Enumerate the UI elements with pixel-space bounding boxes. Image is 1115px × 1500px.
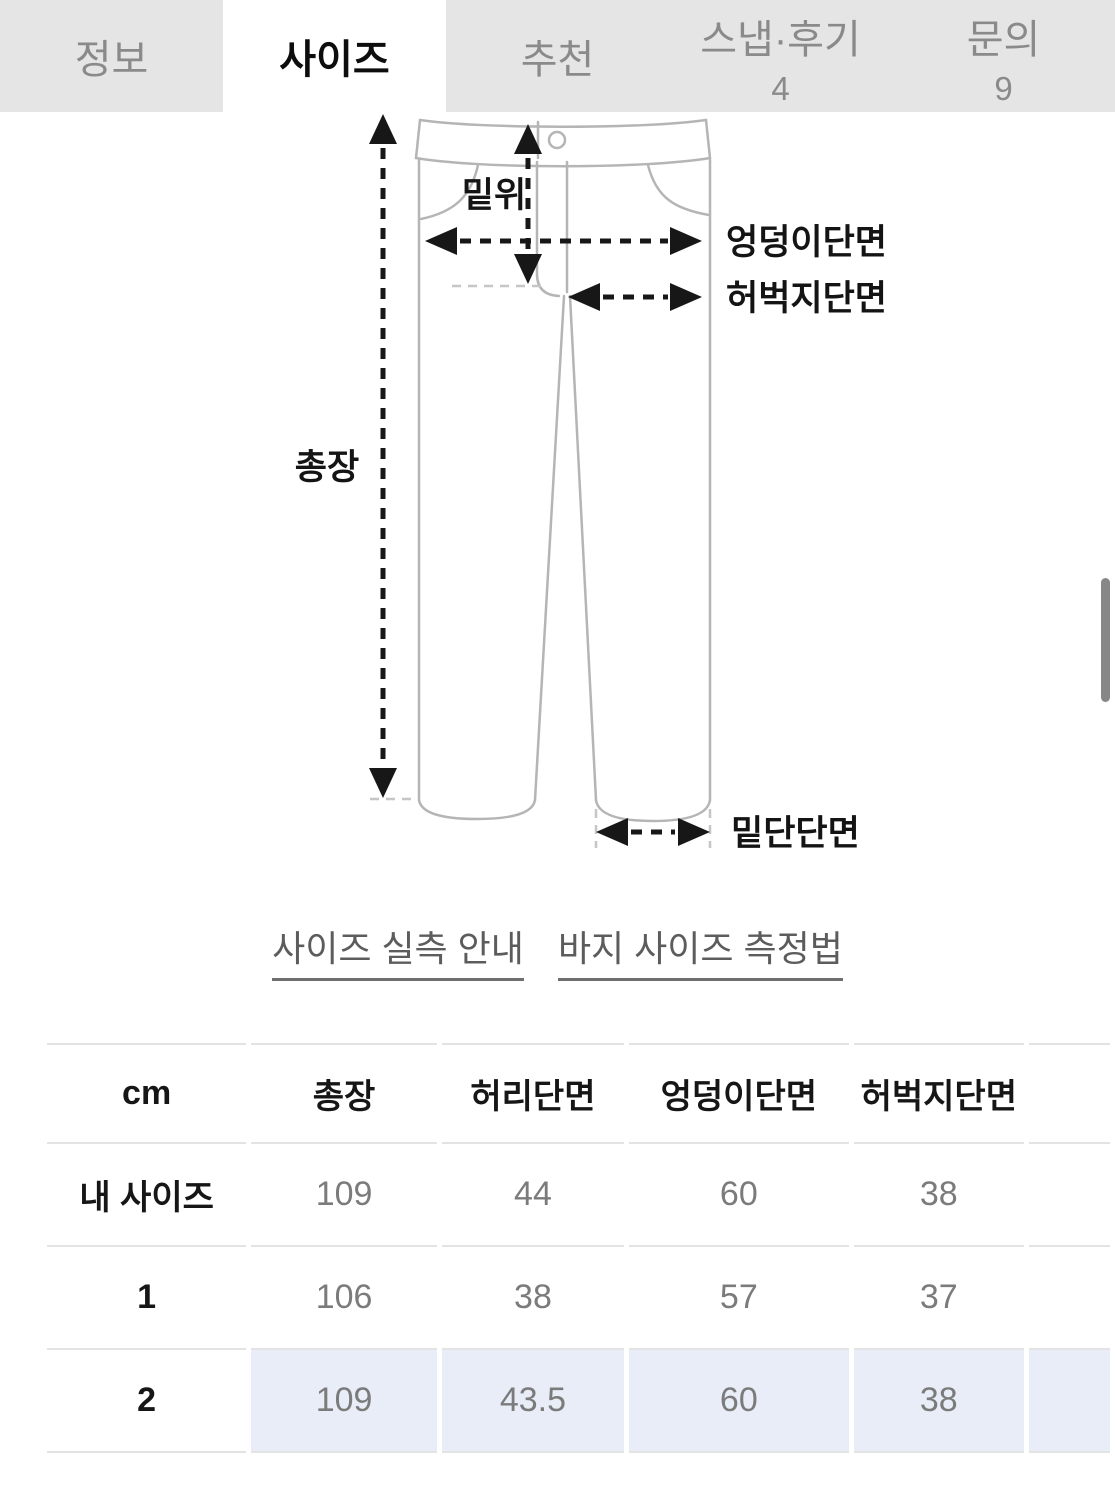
rise-label: 밑위	[462, 176, 526, 215]
col-header-total-length: 총장	[251, 1043, 437, 1142]
col-header-waist-width: 허리단면	[441, 1043, 624, 1142]
table-cell-clipped	[1028, 1142, 1110, 1245]
table-cell: 109	[251, 1142, 437, 1245]
table-cell: 106	[251, 1245, 437, 1348]
rise-arrow	[514, 124, 542, 284]
dashed-guides	[370, 284, 712, 848]
pants-measure-method-link[interactable]: 바지 사이즈 측정법	[557, 920, 843, 981]
table-cell: 38	[441, 1245, 624, 1348]
table-cell: 38	[853, 1142, 1024, 1245]
table-row-size-2-selected: 2 109 43.5 60 38	[47, 1348, 1110, 1453]
tab-label: 사이즈	[279, 38, 390, 82]
row-label: 내 사이즈	[47, 1142, 247, 1245]
table-header-row: cm 총장 허리단면 엉덩이단면 허벅지단면	[47, 1043, 1110, 1142]
row-label: 2	[47, 1348, 247, 1453]
tab-label: 정보	[74, 38, 149, 82]
tab-count-badge: 4	[771, 70, 790, 107]
total-length-label: 총장	[295, 448, 359, 487]
tab-label: 추천	[520, 38, 595, 82]
tab-recommend[interactable]: 추천	[446, 0, 669, 112]
col-header-thigh-width: 허벅지단면	[853, 1043, 1024, 1142]
col-header-hip-width: 엉덩이단면	[629, 1043, 849, 1142]
table-cell: 57	[629, 1245, 849, 1348]
thigh-width-label: 허벅지단면	[726, 279, 887, 318]
row-label: 1	[47, 1245, 247, 1348]
table-cell: 60	[629, 1142, 849, 1245]
hem-width-arrow	[596, 818, 710, 846]
pants-measurement-diagram: 밑위 총장 엉덩이단면 허벅지단면 밑단단면	[295, 114, 887, 853]
thigh-width-arrow	[568, 283, 702, 311]
size-table: cm 총장 허리단면 엉덩이단면 허벅지단면 내 사이즈 109 44 60 3…	[42, 1043, 1115, 1453]
tab-count-badge: 9	[994, 70, 1013, 107]
size-measure-guide-link[interactable]: 사이즈 실측 안내	[272, 920, 524, 981]
tab-snap-reviews[interactable]: 스냅·후기 4	[669, 0, 892, 112]
tab-label: 문의	[966, 18, 1041, 62]
table-cell-clipped	[1028, 1348, 1110, 1453]
hip-width-label: 엉덩이단면	[726, 223, 887, 262]
table-cell: 60	[629, 1348, 849, 1453]
table-row-my-size: 내 사이즈 109 44 60 38	[47, 1142, 1110, 1245]
size-table-wrap: cm 총장 허리단면 엉덩이단면 허벅지단면 내 사이즈 109 44 60 3…	[0, 1043, 1115, 1453]
tab-size[interactable]: 사이즈	[223, 0, 446, 112]
table-cell: 43.5	[441, 1348, 624, 1453]
hip-width-arrow	[425, 227, 702, 255]
tab-label: 스냅·후기	[700, 18, 861, 62]
table-row-size-1: 1 106 38 57 37	[47, 1245, 1110, 1348]
table-cell: 44	[441, 1142, 624, 1245]
table-cell-clipped	[1028, 1245, 1110, 1348]
tab-bar: 정보 사이즈 추천 스냅·후기 4 문의 9	[0, 0, 1115, 112]
hem-width-label: 밑단단면	[731, 814, 860, 853]
tab-inquiry[interactable]: 문의 9	[892, 0, 1115, 112]
table-cell: 38	[853, 1348, 1024, 1453]
col-header-clipped	[1028, 1043, 1110, 1142]
table-cell: 37	[853, 1245, 1024, 1348]
pants-outline-drawing	[414, 118, 712, 823]
tab-info[interactable]: 정보	[0, 0, 223, 112]
scrollbar-thumb[interactable]	[1101, 578, 1110, 702]
total-length-arrow	[369, 114, 397, 798]
table-cell: 109	[251, 1348, 437, 1453]
size-guide-links: 사이즈 실측 안내 바지 사이즈 측정법	[0, 920, 1115, 981]
unit-header-cell: cm	[47, 1043, 247, 1142]
